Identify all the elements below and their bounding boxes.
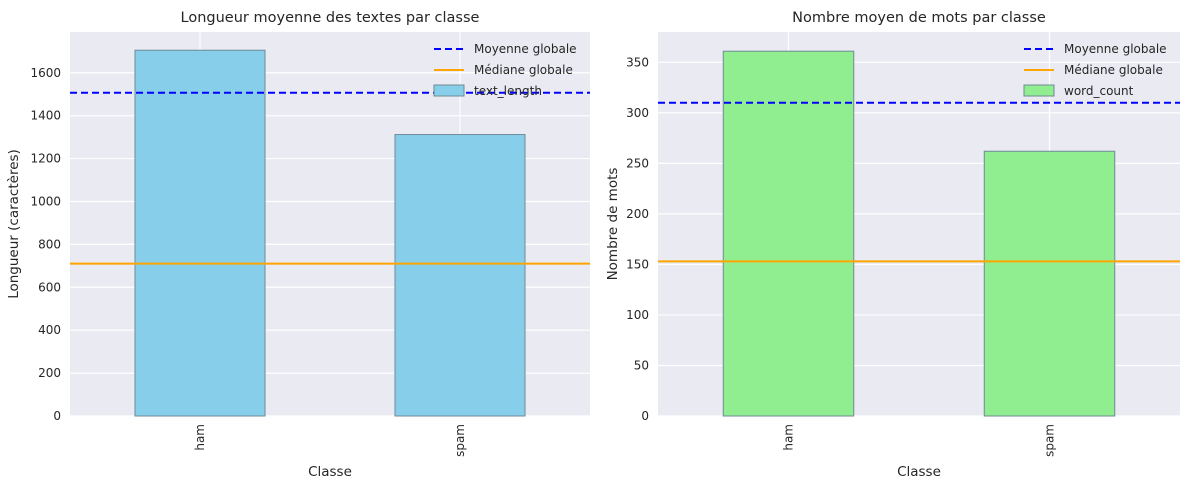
right-x-tick-label: spam — [1043, 424, 1057, 457]
left-x-tick-label: spam — [453, 424, 467, 457]
left-y-ticks: 0 200 400 600 800 1000 1200 1400 1600 — [30, 66, 61, 423]
right-y-tick-label: 300 — [626, 106, 649, 120]
left-chart-title: Longueur moyenne des textes par classe — [181, 10, 480, 26]
right-y-tick-label: 350 — [626, 55, 649, 69]
right-y-ticks: 0 50 100 150 200 250 300 350 — [626, 55, 649, 423]
left-x-ticks: ham spam — [193, 424, 467, 457]
right-bar-ham — [722, 50, 855, 417]
left-y-axis-label: Longueur (caractères) — [6, 149, 22, 299]
left-legend-bar-swatch — [433, 84, 465, 97]
left-y-tick-label: 0 — [53, 409, 61, 423]
right-bar-spam — [983, 150, 1116, 417]
right-subplot: 0 50 100 150 200 250 300 350 ham spam Nombre moy… — [605, 10, 1180, 480]
left-legend-series-label: text_length — [474, 84, 542, 98]
right-reference-lines — [658, 101, 1180, 263]
left-y-tick-label: 800 — [38, 237, 61, 251]
left-y-tick-label: 200 — [38, 366, 61, 380]
right-legend-bar-swatch — [1023, 84, 1055, 97]
left-subplot: 0 200 400 600 800 1000 1200 1400 1600 ham spam Lo… — [6, 10, 590, 480]
left-bar-ham — [134, 49, 266, 417]
left-bars — [134, 49, 526, 417]
left-y-tick-label: 1400 — [30, 109, 61, 123]
left-y-tick-label: 1000 — [30, 194, 61, 208]
right-y-tick-label: 150 — [626, 257, 649, 271]
left-legend-median-label: Médiane globale — [474, 63, 573, 77]
right-legend-series-label: word_count — [1064, 84, 1134, 98]
left-x-axis-label: Classe — [308, 464, 352, 480]
left-y-tick-label: 1200 — [30, 152, 61, 166]
right-y-tick-label: 50 — [634, 358, 649, 372]
left-y-tick-label: 600 — [38, 280, 61, 294]
left-legend-mean-label: Moyenne globale — [474, 42, 577, 56]
right-y-tick-label: 0 — [641, 409, 649, 423]
right-y-axis-label: Nombre de mots — [605, 168, 621, 281]
right-bars — [722, 50, 1116, 417]
right-y-tick-label: 250 — [626, 156, 649, 170]
left-y-tick-label: 1600 — [30, 66, 61, 80]
left-reference-lines — [70, 91, 590, 265]
right-y-tick-label: 200 — [626, 207, 649, 221]
right-x-axis-label: Classe — [897, 464, 941, 480]
right-y-tick-label: 100 — [626, 308, 649, 322]
left-legend: Moyenne globale Médiane globale text_len… — [433, 42, 577, 98]
right-legend-median-label: Médiane globale — [1064, 63, 1163, 77]
left-y-tick-label: 400 — [38, 323, 61, 337]
right-chart-title: Nombre moyen de mots par classe — [792, 10, 1046, 26]
left-x-tick-label: ham — [193, 424, 207, 451]
right-x-ticks: ham spam — [782, 424, 1057, 457]
right-x-tick-label: ham — [782, 424, 796, 451]
right-legend: Moyenne globale Médiane globale word_cou… — [1023, 42, 1167, 98]
left-bar-spam — [394, 134, 526, 417]
right-legend-mean-label: Moyenne globale — [1064, 42, 1167, 56]
